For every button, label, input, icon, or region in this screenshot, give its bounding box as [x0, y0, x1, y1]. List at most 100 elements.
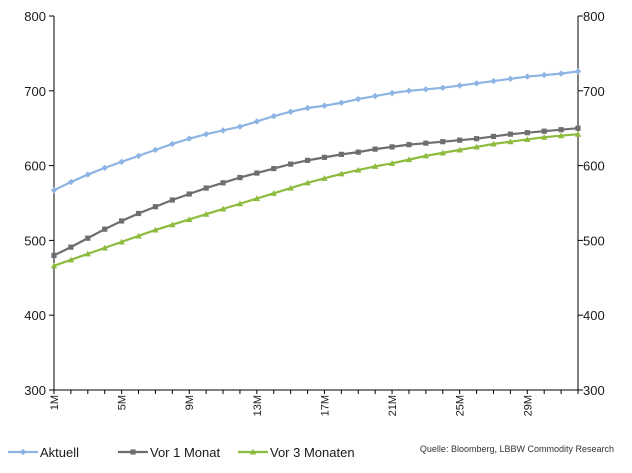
series-aktuell — [50, 68, 582, 194]
data-point-marker — [540, 71, 548, 79]
y-tick-label-right: 300 — [583, 383, 605, 398]
data-point-marker — [372, 146, 378, 152]
data-point-marker — [102, 226, 108, 232]
data-point-marker — [51, 252, 57, 258]
legend-label: Aktuell — [40, 445, 79, 460]
series-vor-3-monaten — [50, 130, 582, 269]
data-point-marker — [203, 185, 209, 191]
data-point-marker — [85, 235, 91, 241]
data-point-marker — [405, 156, 413, 163]
data-point-marker — [135, 232, 142, 239]
data-point-marker — [271, 165, 277, 172]
data-point-marker — [490, 133, 497, 140]
y-tick-label-right: 500 — [583, 233, 605, 248]
axes: 300 300 400 400 500 500 600 600 700 700 800 800 1M 5M… — [24, 9, 604, 416]
data-point-marker — [558, 127, 564, 133]
data-point-marker — [236, 200, 244, 207]
y-tick-label-left: 400 — [24, 308, 46, 323]
data-point-marker — [186, 216, 193, 223]
data-point-marker — [389, 144, 395, 150]
data-point-marker — [169, 221, 176, 228]
data-point-marker — [119, 218, 125, 224]
data-point-marker — [169, 197, 175, 203]
data-point-marker — [355, 149, 361, 155]
data-point-marker — [371, 163, 379, 169]
series-line — [53, 70, 579, 192]
data-point-marker — [67, 256, 75, 263]
data-point-marker — [288, 161, 294, 167]
data-point-marker — [152, 146, 159, 154]
data-point-marker — [338, 99, 345, 106]
data-point-marker — [473, 80, 480, 87]
legend-label: Vor 3 Monaten — [270, 445, 355, 460]
data-point-marker — [304, 179, 311, 186]
series-layer — [50, 68, 582, 269]
data-point-marker — [152, 204, 159, 210]
y-tick-label-right: 600 — [583, 159, 605, 174]
data-point-marker — [423, 140, 429, 146]
data-point-marker — [490, 77, 497, 85]
y-tick-label-right: 700 — [583, 84, 605, 99]
data-point-marker — [507, 75, 514, 83]
data-point-marker — [456, 146, 463, 153]
source-note: Quelle: Bloomberg, LBBW Commodity Resear… — [420, 444, 614, 454]
x-tick-label: 17M — [319, 395, 331, 416]
y-tick-label-left: 800 — [24, 9, 46, 24]
data-point-marker — [152, 226, 159, 233]
data-point-marker — [304, 157, 311, 163]
x-tick-label: 25M — [455, 395, 467, 416]
data-point-marker — [270, 113, 277, 120]
data-point-marker — [524, 73, 531, 80]
data-point-marker — [321, 102, 328, 109]
y-tick-label-right: 800 — [583, 9, 605, 24]
data-point-marker — [19, 448, 27, 456]
y-tick-label-right: 400 — [583, 308, 605, 323]
data-point-marker — [557, 70, 565, 77]
data-point-marker — [457, 137, 463, 143]
data-point-marker — [130, 449, 136, 455]
y-tick-label-left: 600 — [24, 159, 46, 174]
data-point-marker — [253, 195, 261, 202]
data-point-marker — [540, 133, 548, 140]
y-tick-label-left: 500 — [24, 233, 46, 248]
data-point-marker — [456, 82, 463, 89]
data-point-marker — [67, 178, 75, 186]
data-point-marker — [355, 95, 362, 103]
data-point-marker — [186, 191, 192, 197]
data-point-marker — [524, 136, 531, 142]
data-point-marker — [270, 190, 277, 196]
data-point-marker — [439, 149, 446, 156]
data-point-marker — [524, 130, 530, 136]
data-point-marker — [50, 187, 58, 194]
data-point-marker — [575, 125, 581, 131]
x-tick-label: 5M — [117, 395, 129, 410]
data-point-marker — [304, 104, 311, 112]
data-point-marker — [473, 143, 480, 150]
data-point-marker — [490, 140, 497, 147]
legend: Aktuell Vor 1 Monat Vor 3 Monaten — [8, 445, 355, 460]
data-point-marker — [219, 205, 227, 212]
data-point-marker — [237, 174, 243, 181]
data-point-marker — [355, 166, 362, 173]
data-point-marker — [253, 118, 261, 125]
data-point-marker — [101, 164, 108, 172]
data-point-marker — [50, 262, 58, 269]
data-point-marker — [388, 160, 396, 166]
data-point-marker — [371, 92, 379, 100]
data-point-marker — [101, 244, 108, 251]
data-point-marker — [135, 210, 142, 217]
data-point-marker — [118, 158, 125, 166]
data-point-marker — [135, 152, 142, 160]
data-point-marker — [422, 86, 430, 93]
data-point-marker — [219, 127, 227, 134]
data-point-marker — [574, 130, 582, 137]
data-point-marker — [249, 448, 257, 455]
y-tick-label-left: 700 — [24, 84, 46, 99]
data-point-marker — [338, 170, 345, 177]
data-point-marker — [169, 140, 176, 148]
x-tick-label: 1M — [49, 395, 61, 410]
data-point-marker — [338, 151, 344, 157]
data-point-marker — [422, 152, 430, 159]
